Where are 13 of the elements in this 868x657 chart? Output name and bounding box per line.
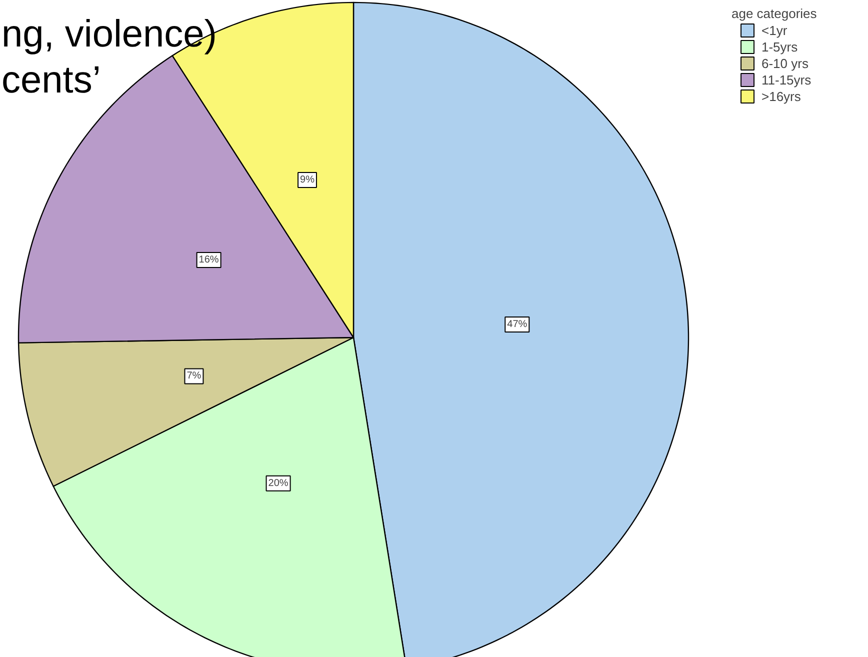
data-label: 16% — [198, 254, 219, 266]
legend-label: 6-10 yrs — [762, 56, 809, 71]
data-label: 47% — [507, 318, 528, 330]
legend-label: <1yr — [762, 23, 788, 38]
data-label: 7% — [186, 370, 202, 382]
legend-label: >16yrs — [762, 89, 802, 104]
data-label: 9% — [300, 174, 315, 186]
data-label: 20% — [268, 478, 288, 489]
text: cents’ — [2, 60, 101, 102]
legend-label: 11-15yrs — [762, 72, 812, 88]
legend-label: 1-5yrs — [762, 40, 798, 54]
text: ng, violence) — [2, 14, 217, 56]
legend-title: age categories — [732, 6, 818, 21]
